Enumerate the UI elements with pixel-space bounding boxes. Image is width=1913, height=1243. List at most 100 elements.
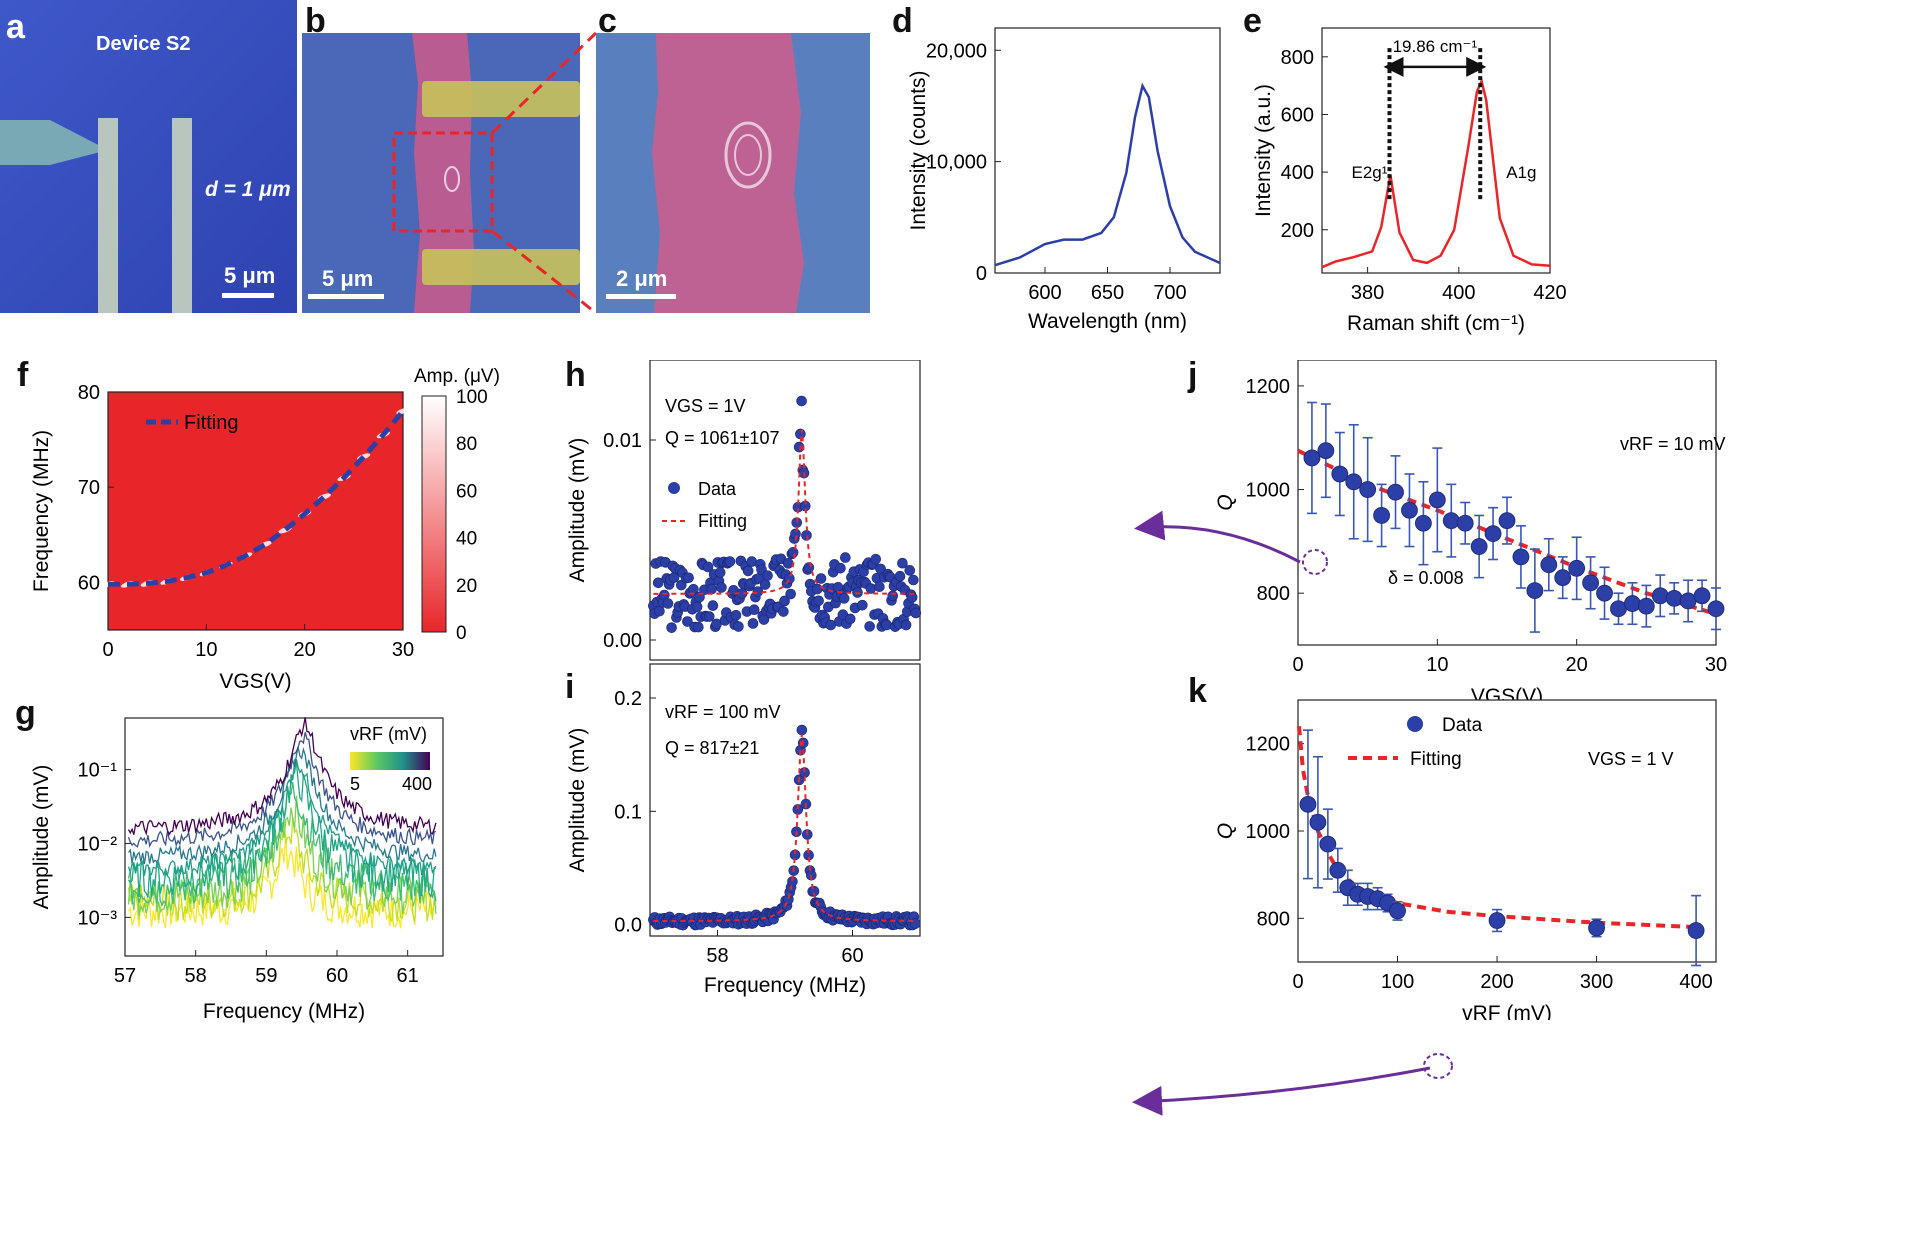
plot-frame <box>994 27 1221 274</box>
y-tick-label: 10⁻³ <box>78 907 118 929</box>
x-tick-label: 300 <box>1580 971 1613 993</box>
colorbar <box>350 752 430 770</box>
data-point <box>840 552 851 563</box>
legend-fitting-label: Fitting <box>1410 749 1462 770</box>
data-point <box>1442 512 1460 530</box>
fitting-line <box>108 409 405 587</box>
chart-f-heatmap: 0 10 20 30 60 70 80 VGS(V) Frequency (MHz) Fittin… <box>30 366 500 693</box>
data-point <box>1387 483 1404 501</box>
data-point <box>1540 556 1558 574</box>
panel-label-g: g <box>15 694 36 732</box>
spectrum-line <box>127 746 437 865</box>
x-axis-label: VGS(V) <box>1471 685 1543 700</box>
data-point <box>1637 597 1655 615</box>
x-axis-label: Frequency (MHz) <box>203 1000 365 1023</box>
data-point <box>857 599 868 611</box>
spectrum-line <box>127 782 437 907</box>
chart-g-spectra: 57 58 59 60 61 10⁻³ 10⁻² 10⁻¹ Frequency (MHz) Amp… <box>30 717 444 1023</box>
colorbar-tick-label: 20 <box>456 576 477 597</box>
y-tick-label: 800 <box>1257 583 1290 605</box>
device-title: Device S2 <box>96 33 191 55</box>
x-tick-label: 420 <box>1533 282 1566 304</box>
data-point <box>815 573 827 584</box>
x-axis-label: Wavelength (nm) <box>1028 310 1187 333</box>
data-point <box>714 567 726 578</box>
colorbar-tick-label: 40 <box>456 529 477 550</box>
data-point <box>887 590 899 602</box>
data-point <box>1588 919 1605 937</box>
data-point <box>1512 548 1530 566</box>
data-point <box>906 592 918 603</box>
data-point <box>1414 514 1432 532</box>
colorbar-tick-label: 80 <box>456 434 477 455</box>
heatmap-background <box>108 392 403 630</box>
data-point <box>787 547 799 558</box>
x-tick-label: 700 <box>1153 282 1186 304</box>
colorbar <box>421 395 447 633</box>
legend-fitting-label: Fitting <box>184 412 238 434</box>
spectrum-line <box>127 717 437 836</box>
data-point <box>748 604 760 616</box>
scale-bar-a <box>222 293 274 298</box>
data-point <box>785 588 796 600</box>
data-point <box>1373 507 1391 524</box>
vrf-annotation: vRF = 100 mV <box>665 702 781 722</box>
y-axis-label: Q <box>1214 823 1237 839</box>
panel-label-h: h <box>565 356 586 394</box>
x-tick-label: 20 <box>294 639 316 661</box>
data-point <box>908 574 919 586</box>
panel-label-k: k <box>1188 672 1207 710</box>
y-tick-label: 200 <box>1281 220 1314 242</box>
data-point <box>1317 442 1335 460</box>
legend-fitting-label: Fitting <box>698 511 747 531</box>
data-point <box>784 573 795 584</box>
sem-image-c <box>596 33 870 313</box>
colorbar-tick-label: 0 <box>456 623 467 644</box>
data-point <box>1568 559 1586 577</box>
plot-frame <box>649 663 921 937</box>
colorbar-tick-label: 100 <box>456 387 488 408</box>
data-point <box>1299 795 1317 813</box>
panel-label-f: f <box>17 356 29 394</box>
legend-data-label: Data <box>1442 715 1483 736</box>
data-point <box>1554 569 1572 587</box>
data-point <box>813 595 824 607</box>
y-tick-label: 80 <box>78 382 100 404</box>
colorbar-max-label: 400 <box>402 774 432 794</box>
y-tick-label: 0.2 <box>614 688 642 710</box>
colorbar-min-label: 5 <box>350 774 360 794</box>
data-point <box>747 618 759 629</box>
y-tick-label: 0.1 <box>614 801 642 823</box>
data-point <box>662 598 674 609</box>
data-point <box>796 395 807 407</box>
data-point <box>1389 902 1406 920</box>
peak2-label: A1g <box>1506 163 1536 182</box>
x-tick-label: 57 <box>114 965 136 987</box>
data-point <box>1665 589 1683 607</box>
colorbar-label: vRF (mV) <box>350 724 427 744</box>
chart-e-raman: 380 400 420 200 400 600 800 Raman shift (cm⁻¹) I… <box>1252 27 1567 335</box>
legend-data-label: Data <box>698 479 737 499</box>
y-tick-label: 0 <box>976 263 987 285</box>
scale-bar-c-label: 2 μm <box>616 266 668 291</box>
x-tick-label: 30 <box>392 639 414 661</box>
data-point <box>881 619 892 631</box>
data-point <box>894 570 906 582</box>
plot-frame <box>124 717 444 957</box>
scale-bar-c <box>606 294 676 299</box>
data-point <box>703 611 715 622</box>
x-axis-label: Frequency (MHz) <box>704 974 866 997</box>
x-tick-label: 10 <box>1426 654 1448 676</box>
x-tick-label: 200 <box>1480 971 1513 993</box>
q-annotation: Q = 817±21 <box>665 738 759 758</box>
scale-bar-b-label: 5 μm <box>322 266 374 291</box>
data-point <box>1331 465 1349 483</box>
data-point <box>1707 600 1725 618</box>
data-point <box>1596 584 1613 602</box>
y-axis-label: Amplitude (mV) <box>30 765 53 910</box>
panel-label-j: j <box>1188 356 1198 394</box>
x-axis-label: VGS(V) <box>219 670 291 693</box>
x-tick-label: 60 <box>841 945 863 967</box>
vgs-annotation: VGS = 1V <box>665 396 746 416</box>
x-tick-label: 400 <box>1442 282 1475 304</box>
